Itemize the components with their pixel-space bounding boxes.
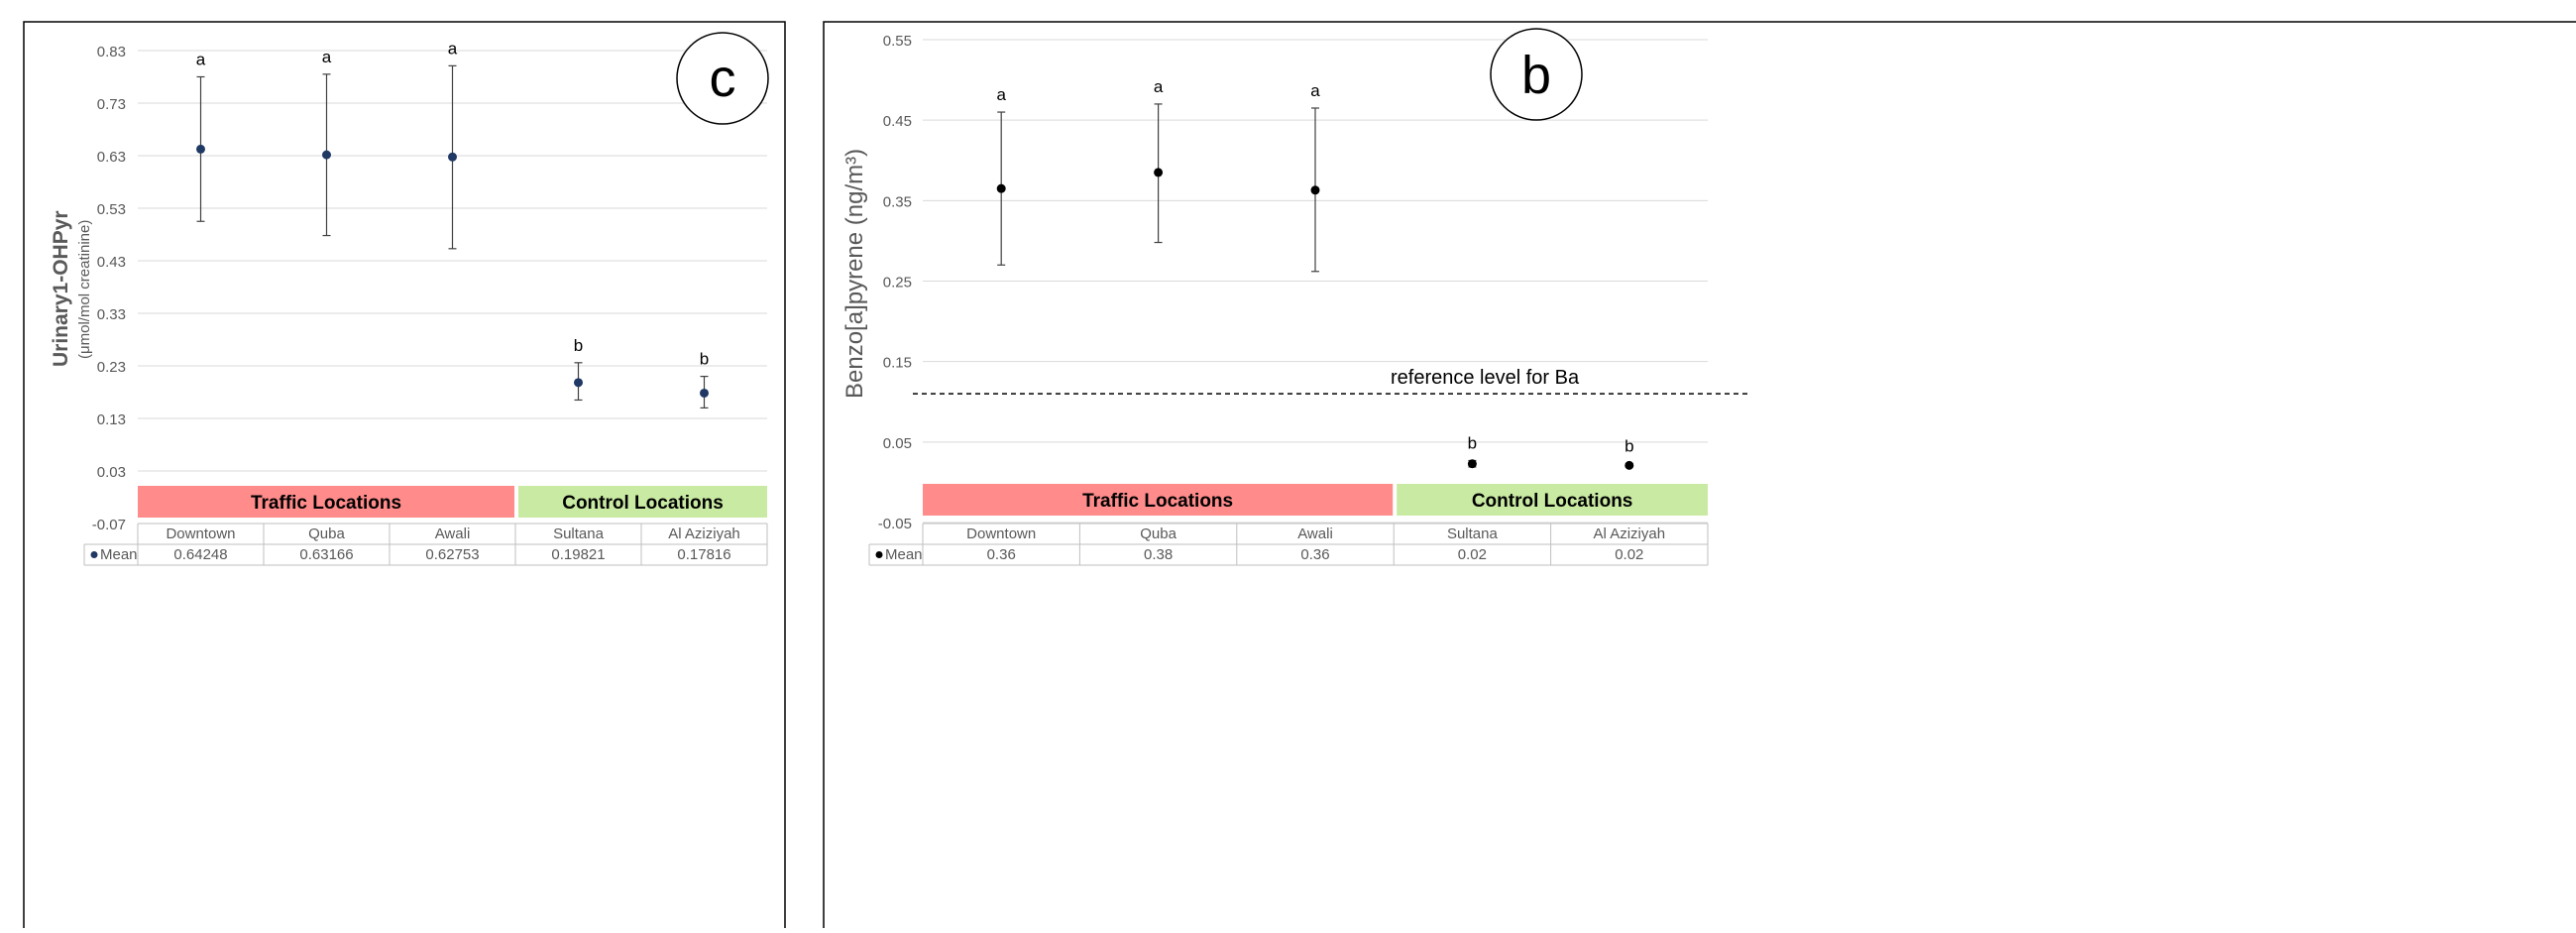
group-label: Traffic Locations (251, 493, 401, 514)
y-axis-ticks: 0.83 0.73 0.63 0.53 0.43 0.33 0.23 0.13 0.03 -0.0… (92, 44, 126, 533)
y-axis-title: Urinary1-OHPyr (50, 210, 72, 367)
y-tick-label: 0.05 (883, 435, 912, 452)
y-tick-label: 0.73 (97, 96, 126, 113)
y-axis-ticks: 0.55 0.45 0.35 0.25 0.15 0.05 -0.05 (878, 33, 912, 532)
y-tick-label: 0.63 (97, 149, 126, 166)
data-points (196, 144, 709, 398)
group-bar (1397, 484, 1708, 516)
y-tick-label: 0.13 (97, 411, 126, 428)
plot-frame (23, 21, 786, 933)
panel-label-circle (676, 32, 769, 125)
group-label: Control Locations (562, 493, 724, 514)
significance-letter: a (1154, 77, 1164, 96)
significance-letter: a (196, 51, 206, 69)
y-axis-title-bap: Benzo[a]pyrene (ng/m³) (841, 149, 868, 399)
data-points (996, 168, 1634, 470)
plot-frame (823, 21, 2576, 933)
table-mean-value: 0.17816 (677, 546, 730, 563)
y-tick-label: 0.35 (883, 193, 912, 210)
data-point (1154, 168, 1164, 177)
x-category-label: Quba (308, 525, 345, 542)
x-category-label: Awali (435, 525, 471, 542)
reference-line-label: reference level for Ba (1391, 367, 1580, 389)
legend-marker (875, 551, 883, 558)
significance-letter: b (1624, 437, 1633, 456)
panel-label-b: b (1521, 46, 1551, 105)
data-point (448, 152, 457, 162)
significance-letter: a (322, 48, 332, 66)
x-category-label: Sultana (1447, 525, 1499, 542)
y-tick-label: 0.43 (97, 254, 126, 271)
y-tick-label: 0.45 (883, 113, 912, 130)
data-point (700, 388, 709, 398)
y-tick-label: 0.53 (97, 201, 126, 218)
group-label: Control Locations (1472, 491, 1633, 512)
y-tick-label: -0.07 (92, 517, 126, 533)
y-axis-title-main: Urinary1-OHPyr (50, 210, 72, 367)
y-tick-label: 0.03 (97, 464, 126, 481)
significance-letter: b (574, 336, 583, 355)
x-category-label: Al Aziziyah (1594, 525, 1666, 542)
legend-label: Mean (100, 546, 138, 563)
chart-panel-b: 0.55 0.45 0.35 0.25 0.15 0.05 -0.05 reference … (793, 0, 2576, 933)
x-category-label: Awali (1297, 525, 1333, 542)
y-tick-label: -0.05 (878, 516, 912, 532)
chart-b: 0.55 0.45 0.35 0.25 0.15 0.05 -0.05 reference … (823, 21, 2576, 933)
significance-letter: a (1310, 81, 1320, 100)
data-table: Downtown Quba Awali Sultana Al Aziziyah Mean 0… (83, 523, 768, 566)
data-point (196, 144, 205, 154)
sig-letters: a a a b b (996, 77, 1633, 456)
table-mean-value: 0.36 (987, 546, 1016, 563)
group-bar (923, 484, 1394, 516)
chart-panel-c: 0.83 0.73 0.63 0.53 0.43 0.33 0.23 0.13 0.03 -0.0… (0, 0, 793, 933)
x-category-label: Al Aziziyah (668, 525, 740, 542)
y-tick-label: 0.15 (883, 355, 912, 372)
legend-marker (90, 551, 98, 558)
x-category-label: Downtown (966, 525, 1036, 542)
table-mean-value: 0.62753 (425, 546, 479, 563)
y-axis-title: Benzo[a]pyrene (ng/m³) (841, 149, 868, 399)
table-mean-value: 0.63166 (299, 546, 353, 563)
group-bars: Traffic Locations Control Locations (138, 486, 767, 518)
legend-label: Mean (885, 546, 923, 563)
data-point (1467, 459, 1477, 469)
significance-letter: b (700, 350, 709, 369)
x-category-label: Downtown (166, 525, 235, 542)
table-mean-value: 0.02 (1615, 546, 1643, 563)
data-point (574, 378, 583, 388)
y-tick-label: 0.55 (883, 33, 912, 50)
table-mean-value: 0.64248 (173, 546, 227, 563)
group-bar (518, 486, 767, 518)
significance-letter: b (1468, 434, 1477, 453)
data-point (322, 150, 331, 160)
group-bars: Traffic Locations Control Locations (923, 484, 1708, 516)
panel-label-c: c (710, 49, 736, 108)
error-bars (997, 103, 1633, 468)
y-tick-label: 0.23 (97, 359, 126, 376)
data-point (996, 183, 1006, 193)
data-point (1624, 460, 1634, 470)
x-category-label: Quba (1140, 525, 1176, 542)
chart-c: 0.83 0.73 0.63 0.53 0.43 0.33 0.23 0.13 0.03 -0.0… (23, 21, 786, 933)
group-bar (138, 486, 514, 518)
y-tick-label: 0.25 (883, 275, 912, 292)
data-table: Downtown Quba Awali Sultana Al Aziziyah Mean 0… (868, 523, 1709, 566)
table-mean-value: 0.02 (1458, 546, 1487, 563)
table-mean-value: 0.19821 (551, 546, 605, 563)
sig-letters: a a a b b (196, 39, 709, 368)
table-mean-value: 0.38 (1144, 546, 1173, 563)
error-bars (196, 64, 709, 408)
data-point (1310, 185, 1320, 195)
y-axis-unit: (μmol/mol creatinine) (76, 220, 93, 359)
panel-label-circle (1490, 28, 1583, 121)
y-tick-label: 0.33 (97, 306, 126, 323)
x-category-label: Sultana (553, 525, 605, 542)
table-mean-value: 0.36 (1300, 546, 1329, 563)
reference-line: reference level for Ba (913, 367, 1747, 395)
significance-letter: a (996, 85, 1006, 104)
significance-letter: a (448, 39, 458, 58)
y-axis-title-unit: (μmol/mol creatinine) (76, 220, 93, 359)
y-tick-label: 0.83 (97, 44, 126, 60)
group-label: Traffic Locations (1082, 491, 1233, 512)
